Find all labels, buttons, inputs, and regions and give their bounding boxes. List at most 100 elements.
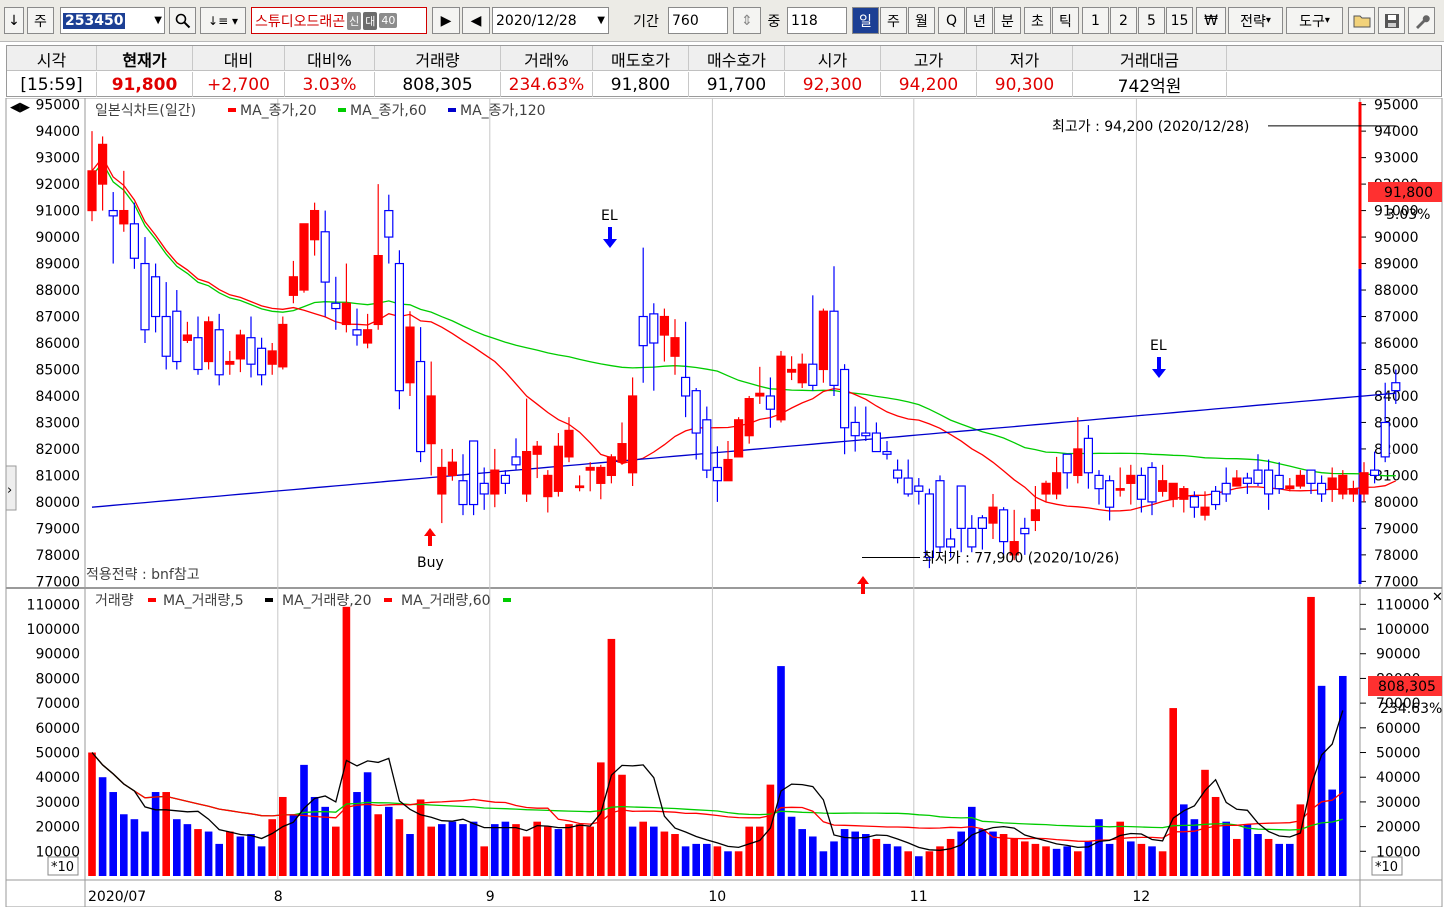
candle-body	[288, 276, 298, 296]
volume-bar	[236, 836, 245, 876]
timeframe-button-3[interactable]: Q	[938, 7, 965, 34]
period-input[interactable]: 760	[668, 7, 728, 34]
candle-body	[87, 170, 97, 212]
timeframe-button-7[interactable]: 틱	[1052, 7, 1079, 34]
multiplier-box-left	[47, 856, 79, 876]
candle-body	[606, 456, 617, 477]
stock-code-input[interactable]: 253450 ▼	[60, 7, 165, 34]
prev-arrow-button[interactable]: ◀	[462, 7, 490, 34]
multiplier-left: *10	[51, 860, 74, 875]
volume-bar	[1158, 851, 1167, 876]
stock-type-button[interactable]: 주	[27, 7, 54, 34]
price-tick-right: 88000	[1374, 283, 1419, 299]
date-input[interactable]: 2020/12/28 ▼	[492, 7, 609, 34]
strategy-label: 전략	[1240, 13, 1266, 30]
multiplier-box-right	[1371, 856, 1403, 876]
price-tick-left: 93000	[35, 151, 80, 167]
volume-bar	[681, 846, 690, 876]
volume-bar	[819, 851, 828, 876]
volume-bar	[289, 814, 298, 876]
volume-bar	[925, 851, 934, 876]
volume-bar	[1275, 843, 1283, 876]
volume-bar	[766, 784, 775, 876]
volume-bar	[374, 814, 382, 876]
magnifier-icon[interactable]	[169, 7, 196, 34]
volume-bar	[1180, 804, 1188, 876]
sort-icon[interactable]: ↓≡ ▾	[200, 7, 246, 34]
candle-body	[140, 262, 150, 331]
save-icon[interactable]	[1378, 7, 1405, 34]
volume-bar	[151, 792, 160, 876]
price-tick-right: 81000	[1374, 468, 1419, 484]
timeframe-button-1[interactable]: 주	[880, 7, 907, 34]
price-tick-left: 94000	[35, 124, 80, 140]
volume-bar	[300, 764, 308, 876]
candle-body	[543, 474, 553, 498]
candle-body	[1136, 474, 1147, 500]
price-tick-right: 89000	[1374, 257, 1419, 273]
quote-value-5: 234.63%	[501, 72, 593, 97]
volume-bar	[893, 846, 902, 876]
candle-body	[129, 223, 139, 259]
candle-body	[596, 466, 606, 484]
volume-bar	[268, 819, 276, 876]
period-label: 기간	[633, 13, 659, 30]
folder-icon[interactable]	[1348, 7, 1375, 34]
el-arrow-icon	[603, 227, 617, 248]
price-tick-left: 91000	[35, 204, 80, 220]
volume-bar	[438, 824, 446, 876]
tools-button[interactable]: 도구 ▾	[1286, 7, 1343, 34]
volume-bar	[978, 829, 987, 876]
candle-body	[1062, 453, 1072, 474]
currency-button[interactable]: ₩	[1196, 7, 1226, 34]
timeframe-button-8[interactable]: 1	[1082, 7, 1109, 34]
volume-tick-right: 100000	[1376, 622, 1429, 638]
volume-bar	[946, 838, 955, 876]
el-label: EL	[601, 208, 618, 224]
dropdown-arrow-icon[interactable]: ▼	[154, 15, 162, 26]
stock-name-input[interactable]: 스튜디오드래곤 신 대 40	[251, 7, 427, 34]
quote-value-2: +2,700	[193, 72, 285, 97]
expand-icon[interactable]: ⇕	[733, 7, 761, 34]
candle-body	[500, 474, 510, 484]
volume-bar	[787, 816, 796, 876]
candle-body	[1359, 472, 1369, 495]
volume-bar	[1211, 796, 1220, 876]
strategy-button[interactable]: 전략 ▾	[1228, 7, 1283, 34]
timeframe-button-0[interactable]: 일	[852, 7, 879, 34]
timeframe-button-6[interactable]: 초	[1024, 7, 1051, 34]
timeframe-button-10[interactable]: 5	[1138, 7, 1165, 34]
volume-bar	[586, 826, 594, 876]
timeframe-button-5[interactable]: 분	[994, 7, 1021, 34]
month-label: 11	[910, 889, 928, 905]
pane-toggle-handle	[5, 465, 17, 511]
volume-bar	[215, 843, 223, 876]
candle-body	[744, 398, 754, 437]
volume-bar	[1105, 843, 1114, 876]
volume-bar	[1296, 804, 1305, 876]
candle-body	[384, 209, 394, 238]
volume-tick-left: 50000	[35, 746, 80, 762]
volume-tick-right: 70000	[1376, 696, 1421, 712]
next-arrow-button[interactable]: ▶	[432, 7, 460, 34]
timeframe-button-11[interactable]: 15	[1166, 7, 1193, 34]
quote-header-row: 시각 현재가 대비 대비% 거래량 거래% 매도호가 매수호가 시가 고가 저가 거래대금	[7, 46, 1441, 71]
candle-body	[214, 329, 224, 376]
calendar-dropdown-icon[interactable]: ▼	[597, 15, 605, 26]
arrow-down-button[interactable]: ↓	[4, 7, 24, 34]
timeframe-button-4[interactable]: 년	[966, 7, 993, 34]
candle-body	[108, 209, 118, 217]
volume-tick-right: 60000	[1376, 721, 1421, 737]
candle-body	[1253, 469, 1263, 484]
wrench-icon[interactable]	[1408, 7, 1435, 34]
month-label: 2020/07	[88, 889, 146, 905]
candle-body	[733, 419, 744, 458]
candle-body	[469, 440, 479, 506]
volume-tick-left: 20000	[35, 820, 80, 836]
timeframe-button-2[interactable]: 월	[908, 7, 935, 34]
quote-value-row: [15:59] 91,800 +2,700 3.03% 808,305 234.63% 91…	[7, 72, 1441, 97]
timeframe-button-9[interactable]: 2	[1110, 7, 1137, 34]
mid-input[interactable]: 118	[787, 7, 847, 34]
volume-bar	[448, 821, 457, 876]
volume-tick-left: 30000	[35, 795, 80, 811]
